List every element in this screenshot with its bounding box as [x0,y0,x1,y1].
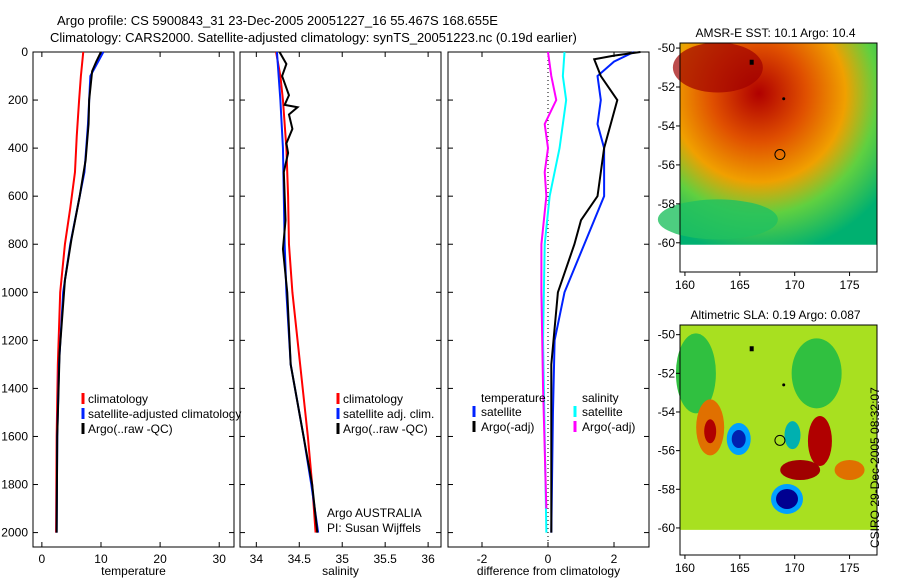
series-line-argo-raw-qc- [55,51,102,533]
y-tick-label: -56 [658,158,676,172]
y-tick-label: -60 [658,521,676,535]
x-axis-label: temperature [101,564,166,578]
y-tick-label: 800 [8,237,28,251]
argo-float-marker [774,434,786,446]
x-tick-label: 2 [611,552,618,566]
legend-label: satellite [582,405,623,419]
y-tick-label: 200 [8,93,28,107]
sla-anomaly-blob [675,333,716,414]
x-tick-label: 35.5 [373,552,397,566]
y-tick-label: 0 [21,45,28,59]
side-stamp: CSIRO 29-Dec-2005 08:32:07 [868,387,882,548]
x-tick-label: 30 [213,552,227,566]
map-title: Altimetric SLA: 0.19 Argo: 0.087 [690,308,860,322]
series-line-satellite-adj-clim- [275,51,320,533]
legend-label: climatology [343,392,403,406]
x-axis-label: salinity [322,564,359,578]
series-line-temperature-argo-adj- [550,51,641,533]
x-tick-label: 34.5 [288,552,312,566]
y-tick-label: -58 [658,197,676,211]
sst-warm-region [672,42,763,93]
y-tick-label: -58 [658,482,676,496]
x-tick-label: 35 [336,552,350,566]
x-tick-label: 10 [94,552,108,566]
legend-label: Argo(-adj) [481,420,534,434]
y-tick-label: -56 [658,444,676,458]
x-tick-label: 160 [675,278,695,292]
x-tick-label: 175 [840,278,860,292]
legend-label: satellite-adjusted climatology [88,407,241,421]
y-tick-label: -50 [658,328,676,342]
island-marker [749,59,754,65]
y-tick-label: 400 [8,141,28,155]
map-title: AMSR-E SST: 10.1 Argo: 10.4 [695,26,855,40]
y-tick-label: 1000 [1,285,28,299]
y-tick-label: 1800 [1,478,28,492]
x-tick-label: 160 [675,561,695,575]
sla-anomaly-blob [834,459,865,480]
map-box [679,42,878,273]
x-tick-label: 170 [785,278,805,292]
argo-float-marker [774,149,786,161]
island-marker [782,383,786,387]
sla-anomaly-blob [776,488,799,509]
x-tick-label: 0 [39,552,46,566]
series-line-climatology [275,51,317,533]
series-line-argo-raw-qc- [278,51,319,533]
y-tick-label: 1600 [1,429,28,443]
series-line-temperature-satellite [550,51,635,533]
y-tick-label: -50 [658,41,676,55]
y-tick-label: 600 [8,189,28,203]
legend-header: salinity [582,391,619,405]
x-tick-label: -2 [477,552,488,566]
island-marker [782,97,786,101]
x-tick-label: 34 [250,552,264,566]
legend-label: Argo(-adj) [582,420,635,434]
annotation-text: Argo AUSTRALIA [327,506,422,520]
map-box [679,324,878,556]
legend-label: Argo(..raw -QC) [88,422,173,436]
legend-header: temperature [481,391,546,405]
sla-anomaly-blob [704,419,717,444]
y-tick-label: 1200 [1,333,28,347]
figure-title-line2: Climatology: CARS2000. Satellite-adjuste… [50,30,577,45]
series-line-salinity-argo-adj- [540,51,558,509]
legend-label: satellite adj. clim. [343,407,434,421]
x-tick-label: 20 [153,552,167,566]
island-marker [749,346,754,352]
y-tick-label: -54 [658,119,676,133]
sla-anomaly-blob [784,421,801,450]
y-tick-label: -60 [658,236,676,250]
figure-title-line1: Argo profile: CS 5900843_31 23-Dec-2005 … [57,13,498,28]
legend-label: Argo(..raw -QC) [343,422,428,436]
x-tick-label: 170 [785,561,805,575]
sla-anomaly-blob [791,338,842,409]
sla-anomaly-blob [807,415,832,466]
annotation-text: PI: Susan Wijffels [327,521,421,535]
sla-anomaly-blob [780,459,821,480]
y-tick-label: -54 [658,405,676,419]
x-axis-label: difference from climatology [477,564,620,578]
x-tick-label: 165 [730,561,750,575]
sst-cold-region [657,199,778,240]
series-line-salinity-satellite [542,51,568,533]
y-tick-label: -52 [658,80,676,94]
sla-anomaly-blob [731,430,746,449]
x-tick-label: 36 [421,552,435,566]
axes-box-0 [32,51,235,548]
legend-label: climatology [88,392,148,406]
y-tick-label: 2000 [1,526,28,540]
x-tick-label: 175 [840,561,860,575]
legend-label: satellite [481,405,522,419]
x-tick-label: 0 [545,552,552,566]
series-line-climatology [55,51,85,533]
axes-box-1 [239,51,442,548]
x-tick-label: 165 [730,278,750,292]
y-tick-label: 1400 [1,381,28,395]
y-tick-label: -52 [658,366,676,380]
